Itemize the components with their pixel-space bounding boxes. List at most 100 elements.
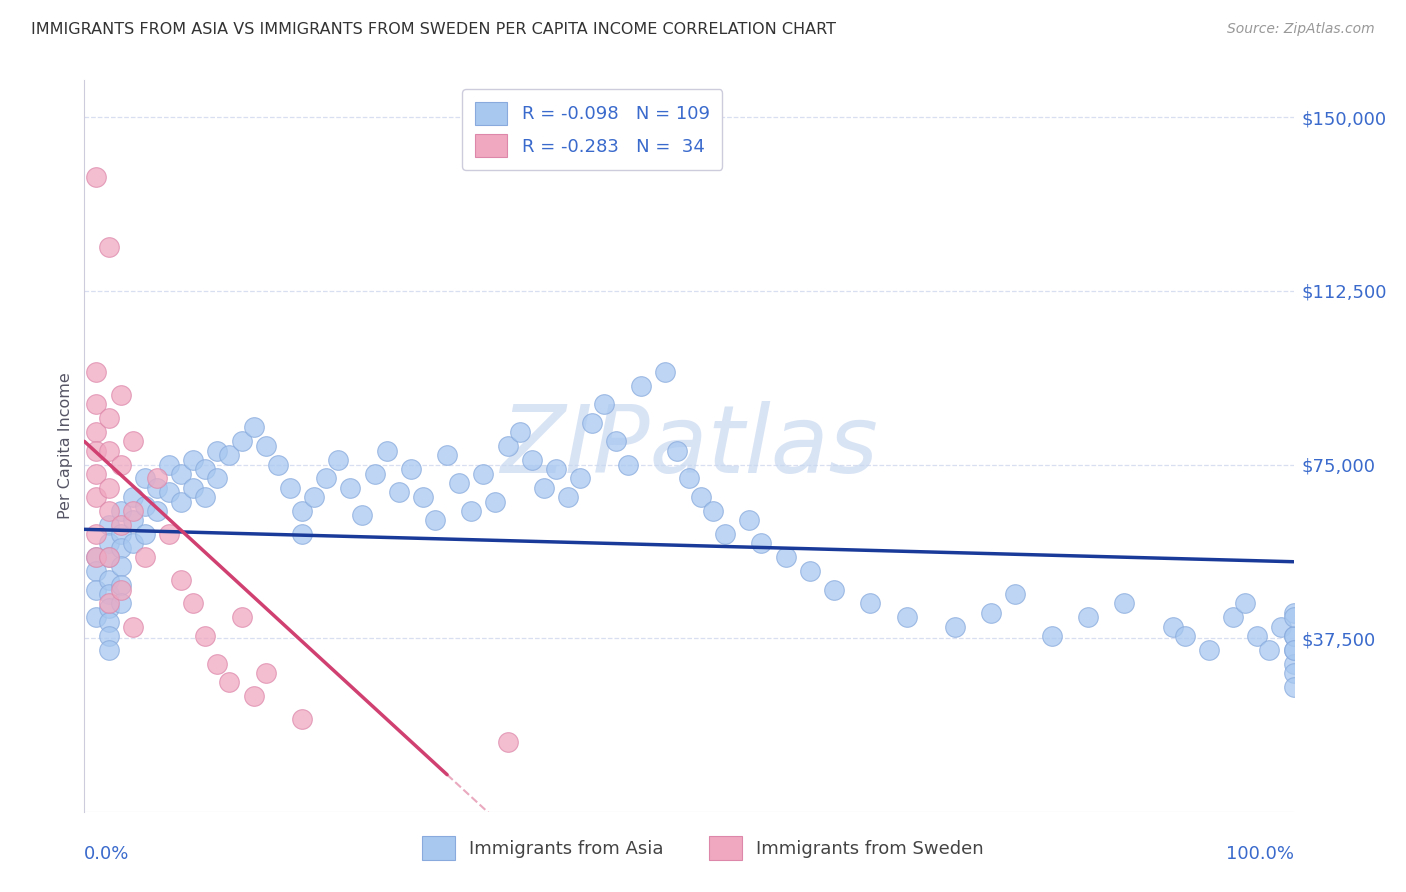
Point — [751, 536, 773, 550]
Point — [110, 559, 132, 574]
Point — [86, 610, 108, 624]
Point — [231, 434, 253, 449]
Point — [170, 467, 193, 481]
Point — [121, 490, 143, 504]
Point — [328, 453, 350, 467]
Point — [291, 504, 314, 518]
Point — [1282, 665, 1305, 680]
Point — [194, 490, 217, 504]
Point — [1174, 629, 1197, 643]
Point — [121, 434, 143, 449]
Point — [97, 550, 120, 565]
Text: 0.0%: 0.0% — [84, 845, 129, 863]
Point — [97, 615, 120, 629]
Point — [254, 439, 277, 453]
Point — [315, 471, 337, 485]
Point — [1270, 619, 1292, 633]
Point — [134, 471, 156, 485]
Point — [194, 462, 217, 476]
Point — [593, 397, 616, 411]
Point — [449, 476, 471, 491]
Point — [1282, 610, 1305, 624]
Point — [1004, 587, 1026, 601]
Point — [86, 564, 108, 578]
Point — [170, 494, 193, 508]
Point — [363, 467, 385, 481]
Point — [484, 494, 506, 508]
Point — [86, 467, 108, 481]
Point — [181, 481, 204, 495]
Point — [1246, 629, 1268, 643]
Point — [254, 665, 277, 680]
Point — [97, 642, 120, 657]
Point — [242, 689, 264, 703]
Point — [714, 527, 737, 541]
Point — [218, 448, 240, 462]
Point — [86, 425, 108, 439]
Point — [1234, 596, 1257, 610]
Point — [86, 582, 108, 597]
Point — [557, 490, 579, 504]
Point — [110, 578, 132, 592]
Point — [86, 365, 108, 379]
Point — [1282, 657, 1305, 671]
Point — [97, 601, 120, 615]
Point — [1161, 619, 1184, 633]
Point — [97, 517, 120, 532]
Point — [1282, 642, 1305, 657]
Point — [799, 564, 821, 578]
Point — [738, 513, 761, 527]
Point — [775, 550, 797, 565]
Point — [1282, 680, 1305, 694]
Point — [97, 504, 120, 518]
Point — [943, 619, 966, 633]
Point — [291, 527, 314, 541]
Point — [97, 240, 120, 254]
Point — [242, 420, 264, 434]
Point — [896, 610, 918, 624]
Point — [157, 527, 180, 541]
Point — [544, 462, 567, 476]
Point — [509, 425, 531, 439]
Point — [375, 443, 398, 458]
Point — [86, 527, 108, 541]
Point — [134, 527, 156, 541]
Point — [423, 513, 446, 527]
Point — [121, 536, 143, 550]
Point — [231, 610, 253, 624]
Point — [533, 481, 555, 495]
Point — [1198, 642, 1220, 657]
Text: IMMIGRANTS FROM ASIA VS IMMIGRANTS FROM SWEDEN PER CAPITA INCOME CORRELATION CHA: IMMIGRANTS FROM ASIA VS IMMIGRANTS FROM … — [31, 22, 837, 37]
Legend: Immigrants from Asia, Immigrants from Sweden: Immigrants from Asia, Immigrants from Sw… — [415, 830, 991, 867]
Point — [823, 582, 845, 597]
Point — [97, 550, 120, 565]
Point — [218, 675, 240, 690]
Point — [110, 596, 132, 610]
Point — [97, 481, 120, 495]
Point — [146, 481, 169, 495]
Point — [86, 490, 108, 504]
Point — [157, 458, 180, 472]
Point — [302, 490, 325, 504]
Point — [97, 443, 120, 458]
Point — [97, 536, 120, 550]
Point — [110, 388, 132, 402]
Point — [97, 411, 120, 425]
Point — [110, 541, 132, 555]
Point — [690, 490, 713, 504]
Point — [399, 462, 422, 476]
Y-axis label: Per Capita Income: Per Capita Income — [58, 373, 73, 519]
Point — [86, 397, 108, 411]
Point — [1077, 610, 1099, 624]
Point — [97, 587, 120, 601]
Point — [121, 504, 143, 518]
Point — [352, 508, 374, 523]
Point — [207, 657, 229, 671]
Point — [1222, 610, 1244, 624]
Point — [436, 448, 458, 462]
Point — [654, 365, 676, 379]
Point — [1282, 629, 1305, 643]
Point — [121, 513, 143, 527]
Point — [86, 550, 108, 565]
Point — [339, 481, 361, 495]
